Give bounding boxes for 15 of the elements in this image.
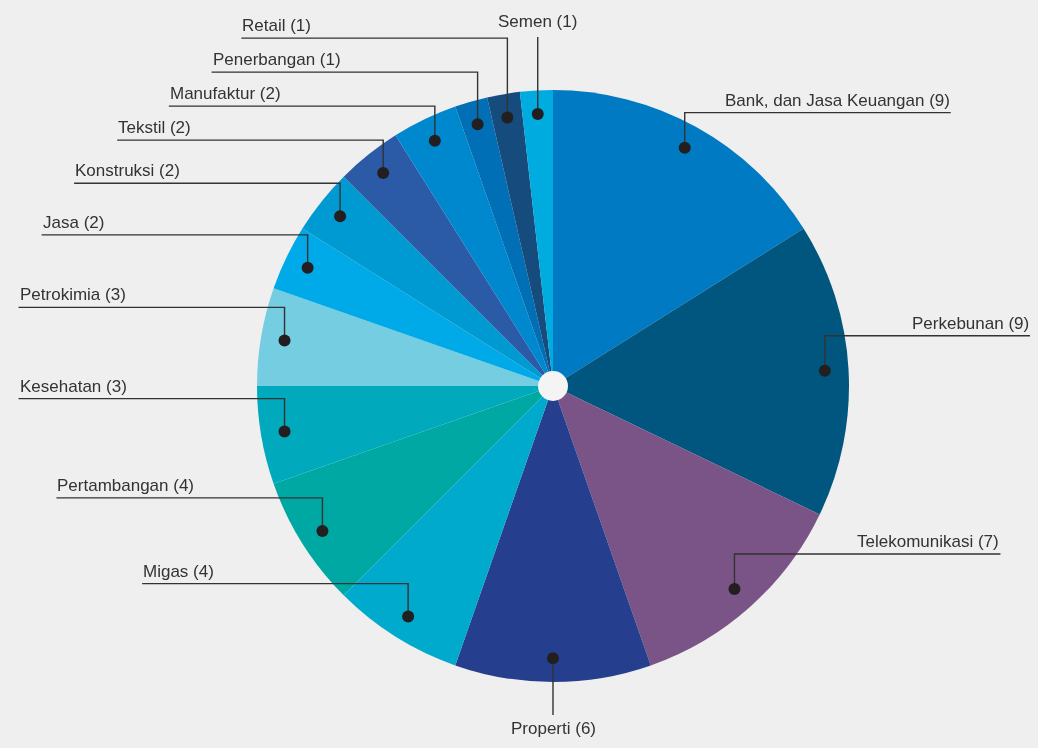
slice-label: Petrokimia (3) [20, 285, 126, 304]
slice-label: Migas (4) [143, 562, 214, 581]
slice-label: Tekstil (2) [118, 118, 191, 137]
slice-label: Retail (1) [242, 16, 311, 35]
slice-label: Telekomunikasi (7) [857, 532, 999, 551]
slice-label: Jasa (2) [43, 213, 105, 232]
slice-label: Konstruksi (2) [75, 161, 180, 180]
slice-label: Perkebunan (9) [912, 314, 1030, 333]
slice-label: Pertambangan (4) [57, 476, 195, 495]
slice-label: Kesehatan (3) [20, 377, 127, 396]
slice-label: Semen (1) [498, 12, 578, 31]
slice-label: Bank, dan Jasa Keuangan (9) [725, 91, 950, 110]
slice-label: Manufaktur (2) [170, 84, 281, 103]
slice-label: Penerbangan (1) [213, 50, 341, 69]
slice-label: Properti (6) [511, 719, 597, 738]
